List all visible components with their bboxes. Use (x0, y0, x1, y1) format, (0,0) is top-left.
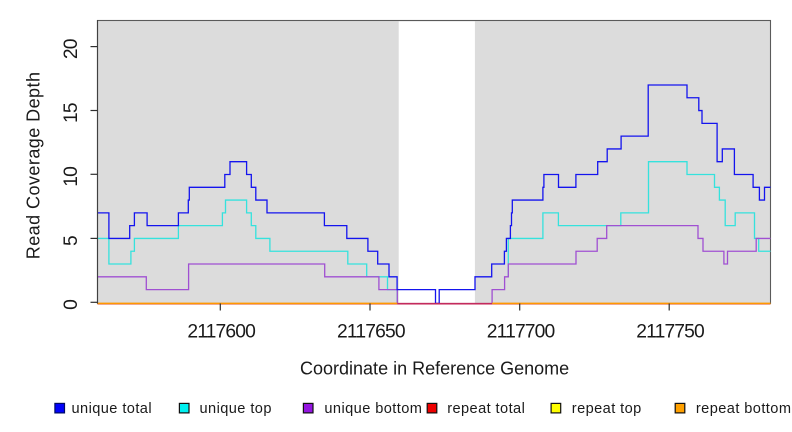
svg-text:15: 15 (61, 103, 82, 123)
svg-text:2117600: 2117600 (187, 322, 255, 343)
svg-text:unique top: unique top (200, 401, 272, 417)
svg-text:10: 10 (61, 167, 82, 187)
svg-text:Read Coverage Depth: Read Coverage Depth (24, 72, 44, 260)
svg-text:repeat total: repeat total (447, 401, 525, 417)
svg-text:unique total: unique total (72, 401, 153, 417)
svg-text:2117700: 2117700 (487, 322, 555, 343)
svg-text:Coordinate in Reference Genome: Coordinate in Reference Genome (300, 358, 569, 378)
svg-text:repeat top: repeat top (572, 401, 642, 417)
svg-text:unique bottom: unique bottom (324, 401, 422, 417)
svg-text:5: 5 (61, 236, 82, 246)
svg-text:repeat bottom: repeat bottom (696, 401, 792, 417)
svg-text:20: 20 (61, 39, 82, 59)
svg-text:2117750: 2117750 (636, 322, 704, 343)
svg-text:2117650: 2117650 (337, 322, 405, 343)
svg-text:0: 0 (61, 300, 82, 310)
